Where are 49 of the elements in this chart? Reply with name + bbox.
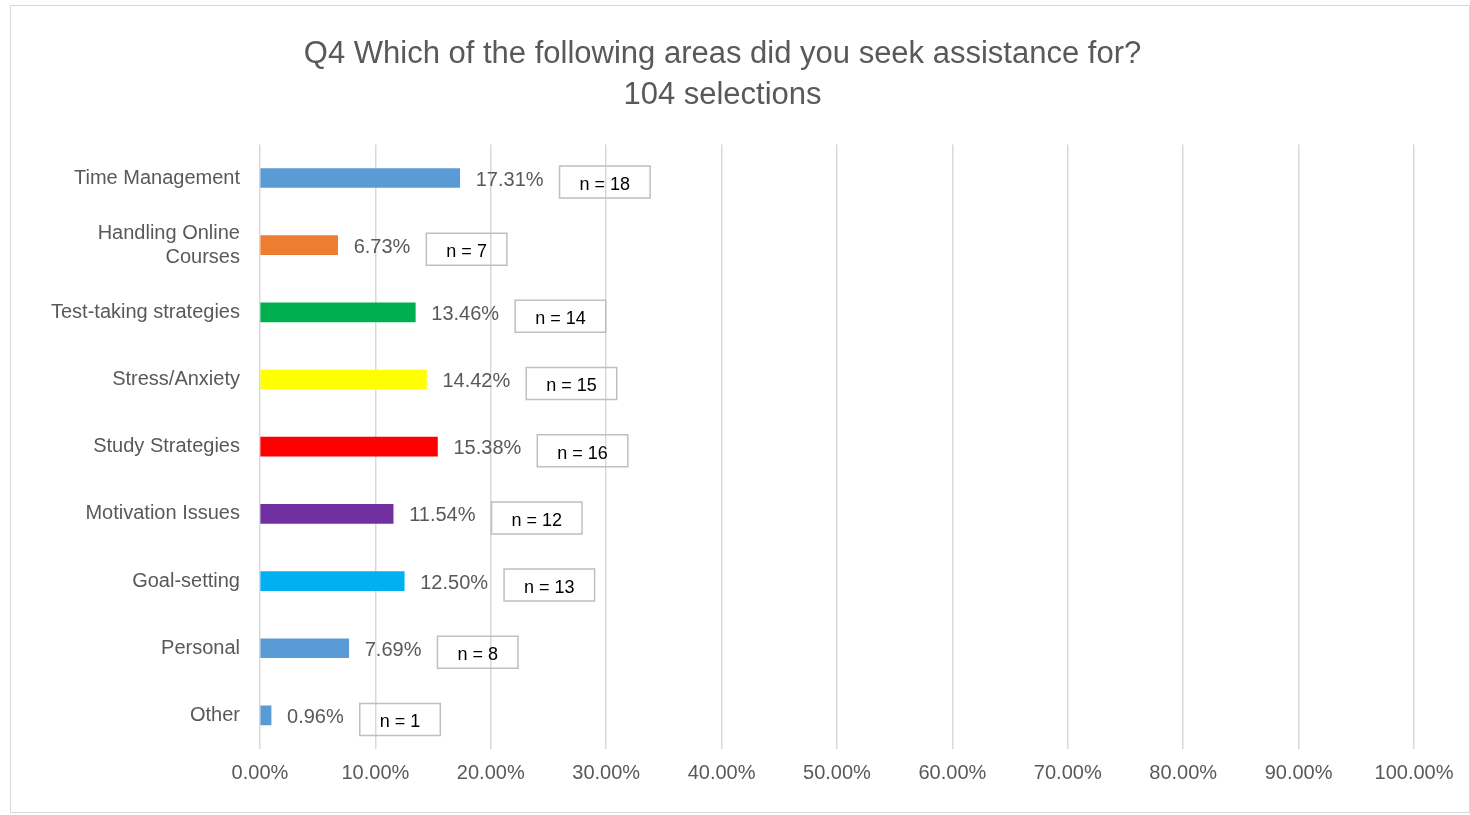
x-tick-label: 30.00% [572,760,641,783]
x-tick-label: 80.00% [1149,760,1218,783]
x-tick-label: 10.00% [341,760,410,783]
chart-title: Q4 Which of the following areas did you seek assistance for? [303,35,1142,71]
y-tick-label: Other [189,702,241,725]
data-label: 7.69% [364,637,422,660]
x-tick-label: 90.00% [1264,760,1333,783]
data-label: 17.31% [475,167,544,190]
data-label: 15.38% [453,436,522,459]
x-tick-label: 0.00% [231,760,289,783]
annotation: n = 15 [546,375,597,396]
bar [260,302,416,323]
x-tick-label: 50.00% [803,760,872,783]
x-tick-label: 60.00% [918,760,987,783]
y-tick-label: Personal [161,635,240,658]
bar [260,504,394,524]
y-tick-label: Study Strategies [93,434,240,457]
bar [260,369,427,390]
annotation: n = 1 [379,711,421,732]
y-tick-label: Test-taking strategies [50,299,240,322]
annotation: n = 8 [457,644,498,665]
annotation: n = 16 [557,442,608,463]
bar [260,571,405,591]
bar [260,705,272,726]
y-tick-label: Stress/Anxiety [112,367,240,390]
y-tick-label: Goal-setting [132,568,240,591]
x-tick-label: 20.00% [456,760,525,783]
data-label: 6.73% [353,234,411,257]
annotation: n = 12 [511,509,563,530]
x-tick-label: 70.00% [1033,760,1102,783]
annotation: n = 14 [535,308,586,329]
y-tick-label: Time Management [73,165,241,188]
chart-subtitle: 104 selections [623,76,822,112]
annotation: n = 18 [579,173,631,194]
data-label: 13.46% [431,301,500,324]
x-tick-label: 100.00% [1374,760,1454,783]
data-label: 11.54% [409,503,476,526]
y-tick-label: Handling Online Courses [97,220,240,267]
bar [260,436,438,457]
y-tick-label: Motivation Issues [85,501,240,524]
annotation: n = 13 [524,577,575,598]
data-label: 12.50% [420,570,489,593]
data-label: 14.42% [442,369,511,392]
bar [260,235,338,255]
data-label: 0.96% [287,704,344,727]
bar [260,638,350,659]
bar [260,168,461,188]
annotation: n = 7 [446,241,487,262]
x-tick-label: 40.00% [687,760,756,783]
